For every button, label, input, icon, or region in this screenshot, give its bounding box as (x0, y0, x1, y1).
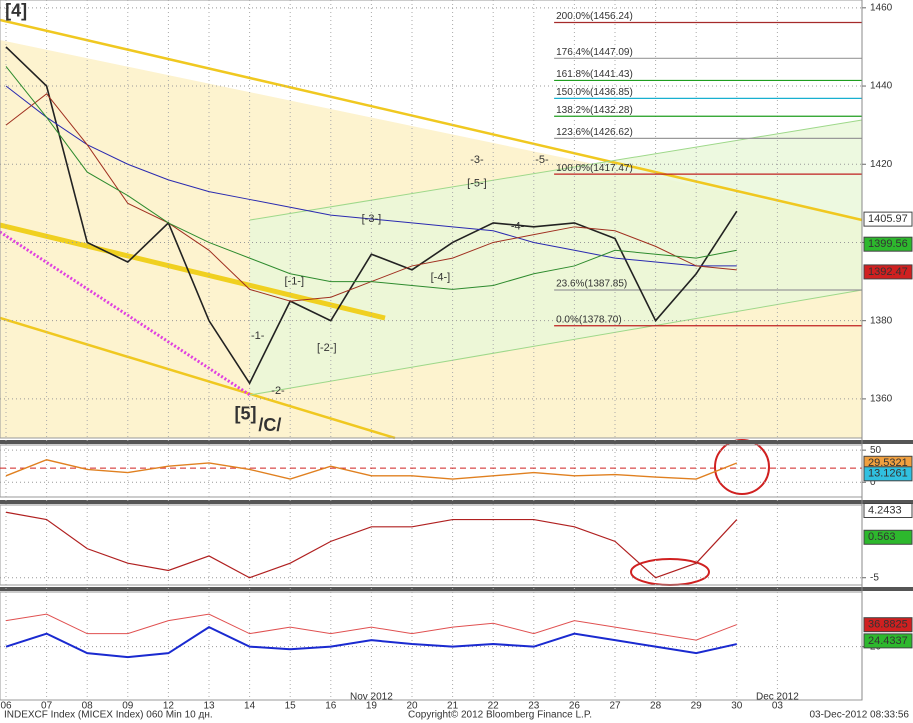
fib-label: 23.6%(1387.85) (556, 279, 627, 290)
x-tick-label: 20 (406, 701, 418, 712)
fib-label: 161.8%(1441.43) (556, 69, 633, 80)
channel-line (249, 289, 863, 396)
fib-label: 100.0%(1417.47) (556, 163, 633, 174)
x-tick-label: 03 (772, 701, 784, 712)
price-box-label: 1392.47 (868, 266, 908, 278)
channel-line (249, 119, 863, 221)
y-tick-label: 1360 (870, 394, 893, 405)
channel-line (0, 18, 863, 222)
wave-label: [-2-] (317, 342, 337, 354)
y-tick-label: 1460 (870, 2, 893, 13)
x-tick-label: 06 (0, 701, 12, 712)
fib-label: 200.0%(1456.24) (556, 11, 633, 22)
fib-label: 176.4%(1447.09) (556, 47, 633, 58)
series-line (5, 85, 737, 267)
x-tick-label: 13 (203, 701, 215, 712)
wave-label: -1- (251, 330, 265, 342)
month-label: Nov 2012 (350, 692, 393, 703)
trend-line (0, 222, 386, 321)
footer-center: Copyright© 2012 Bloomberg Finance L.P. (408, 710, 592, 721)
fib-label: 138.2%(1432.28) (556, 105, 633, 116)
y-tick-label: -5 (870, 572, 879, 583)
x-tick-label: 12 (163, 701, 175, 712)
price-box-label: 29.5321 (868, 457, 908, 469)
y-tick-label: 1420 (870, 159, 893, 170)
series-line (5, 459, 738, 480)
price-box (863, 236, 913, 252)
price-box (863, 211, 913, 227)
wave-label: [4] (5, 0, 27, 20)
price-box-label: 1399.56 (868, 238, 908, 250)
y-tick-label: 1380 (870, 315, 893, 326)
wave-label: [-4-] (431, 272, 451, 284)
footer-right: 03-Dec-2012 08:33:56 (809, 710, 909, 721)
wave-label: [-1-] (284, 275, 304, 287)
price-box-label: 13.1261 (868, 468, 908, 480)
x-tick-label: 19 (366, 701, 378, 712)
series-line (5, 625, 738, 659)
x-tick-label: 09 (122, 701, 134, 712)
price-box (863, 633, 913, 649)
fib-label: 150.0%(1436.85) (556, 87, 633, 98)
price-box-label: 0.563 (868, 531, 896, 543)
x-tick-label: 15 (285, 701, 297, 712)
series-line (5, 511, 738, 579)
x-tick-label: 21 (447, 701, 459, 712)
series-line (5, 66, 737, 290)
price-box (863, 529, 913, 545)
wave-label: /C/ (258, 415, 281, 435)
wave-label: -5- (535, 154, 549, 166)
month-label: Dec 2012 (756, 692, 799, 703)
y-tick-label: 50 (870, 445, 882, 456)
series-line (5, 46, 738, 385)
trend-line (0, 230, 251, 397)
fib-label: 123.6%(1426.62) (556, 127, 633, 138)
price-box-label: 24.4337 (868, 635, 908, 647)
wave-label: [-3-] (362, 213, 382, 225)
wave-label: -3- (470, 154, 484, 166)
x-tick-label: 30 (731, 701, 743, 712)
x-tick-label: 26 (569, 701, 581, 712)
footer-left: INDEXCF Index (MICEX Index) 060 Min 10 д… (4, 710, 213, 721)
x-tick-label: 28 (650, 701, 662, 712)
rising-channel (250, 120, 862, 395)
price-box (863, 466, 913, 482)
x-tick-label: 23 (528, 701, 540, 712)
series-line (5, 613, 737, 641)
x-tick-label: 22 (488, 701, 500, 712)
y-tick-label: 0 (870, 477, 876, 488)
wave-label: -2- (271, 385, 285, 397)
wave-label: [-5-] (467, 178, 487, 190)
fib-label: 0.0%(1378.70) (556, 314, 622, 325)
wave-label: -4- (511, 221, 525, 233)
x-tick-label: 16 (325, 701, 337, 712)
price-box-label: 4.2433 (868, 504, 902, 516)
wave-label: [5] (235, 403, 257, 423)
y-tick-label: 1440 (870, 81, 893, 92)
x-tick-label: 14 (244, 701, 256, 712)
x-tick-label: 08 (82, 701, 94, 712)
price-box (863, 503, 913, 519)
price-box-label: 1405.97 (868, 213, 908, 225)
x-tick-label: 07 (41, 701, 53, 712)
x-tick-label: 27 (609, 701, 621, 712)
x-tick-label: 29 (691, 701, 703, 712)
price-box (863, 264, 913, 280)
price-box (863, 617, 913, 633)
channel-line (0, 316, 396, 440)
price-box-label: 36.8825 (868, 619, 908, 631)
